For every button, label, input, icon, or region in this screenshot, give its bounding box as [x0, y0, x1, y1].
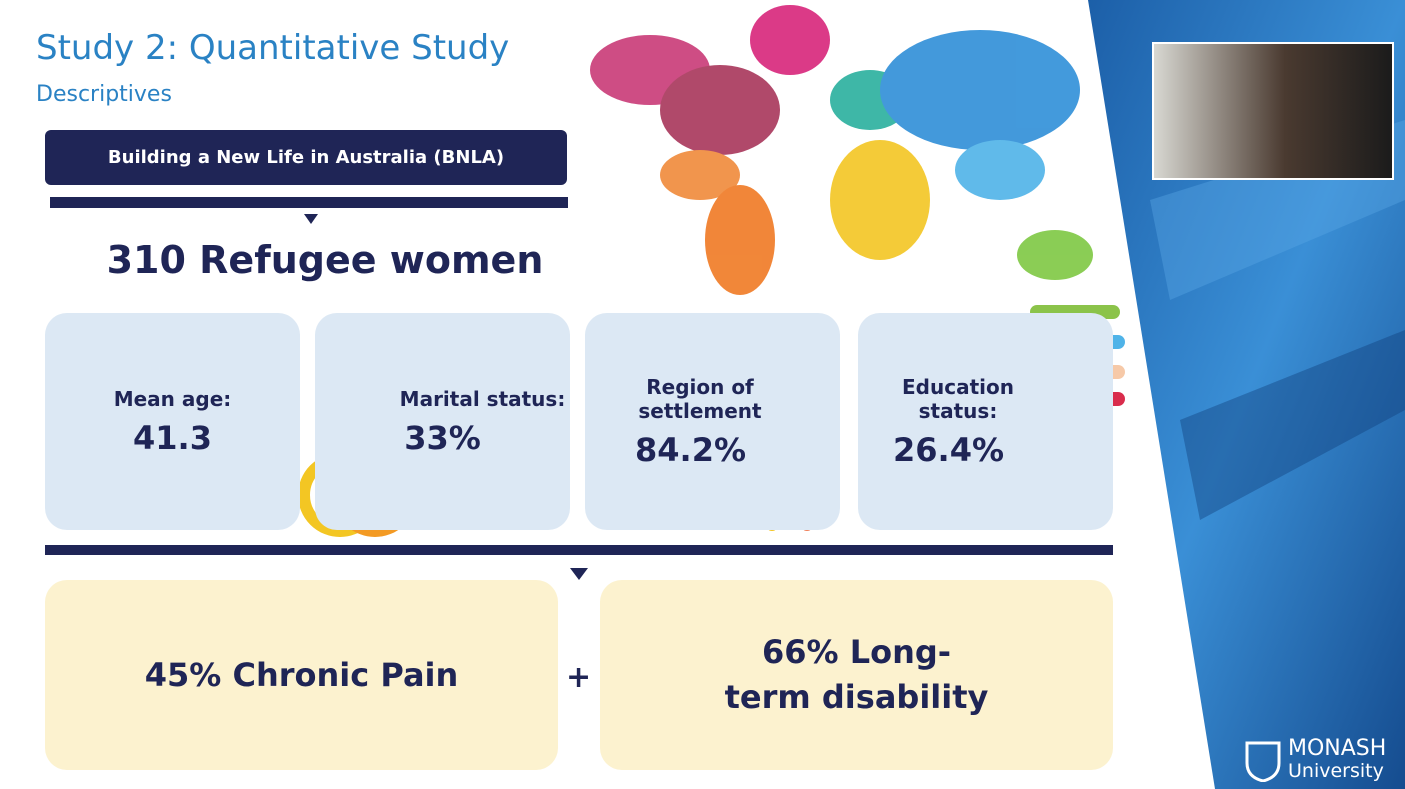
outcome-card: 66% Long-term disability [600, 580, 1113, 770]
stat-card: Mean age: 41.3 [45, 313, 300, 530]
logo-crest [1244, 740, 1282, 782]
banner: Building a New Life in Australia (BNLA) [45, 130, 567, 185]
stat-label: Education status: [893, 375, 1023, 423]
stat-label: Mean age: [98, 387, 248, 411]
slide: Study 2: Quantitative Study Descriptives… [0, 0, 1405, 789]
stat-label: Marital status: [393, 387, 573, 411]
stat-card: Region of settlement 84.2% [585, 313, 840, 530]
stat-label: Region of settlement [635, 375, 765, 423]
divider [50, 197, 568, 208]
webcam-video [1152, 42, 1394, 180]
stat-value: 33% [404, 419, 481, 457]
stat-value: 41.3 [133, 419, 212, 457]
outcome-card: 45% Chronic Pain [45, 580, 558, 770]
slide-title: Study 2: Quantitative Study [36, 28, 509, 68]
stat-value: 84.2% [635, 431, 746, 469]
slide-subtitle: Descriptives [36, 82, 172, 107]
stat-value: 26.4% [893, 431, 1004, 469]
headline: 310 Refugee women [60, 238, 590, 282]
stat-card: Marital status: 33% [315, 313, 570, 530]
logo-subname: University [1288, 762, 1384, 781]
stat-card: Education status: 26.4% [858, 313, 1113, 530]
logo-name: MONASH [1288, 738, 1386, 760]
plus-sign: + [566, 660, 591, 695]
divider [45, 545, 1113, 555]
